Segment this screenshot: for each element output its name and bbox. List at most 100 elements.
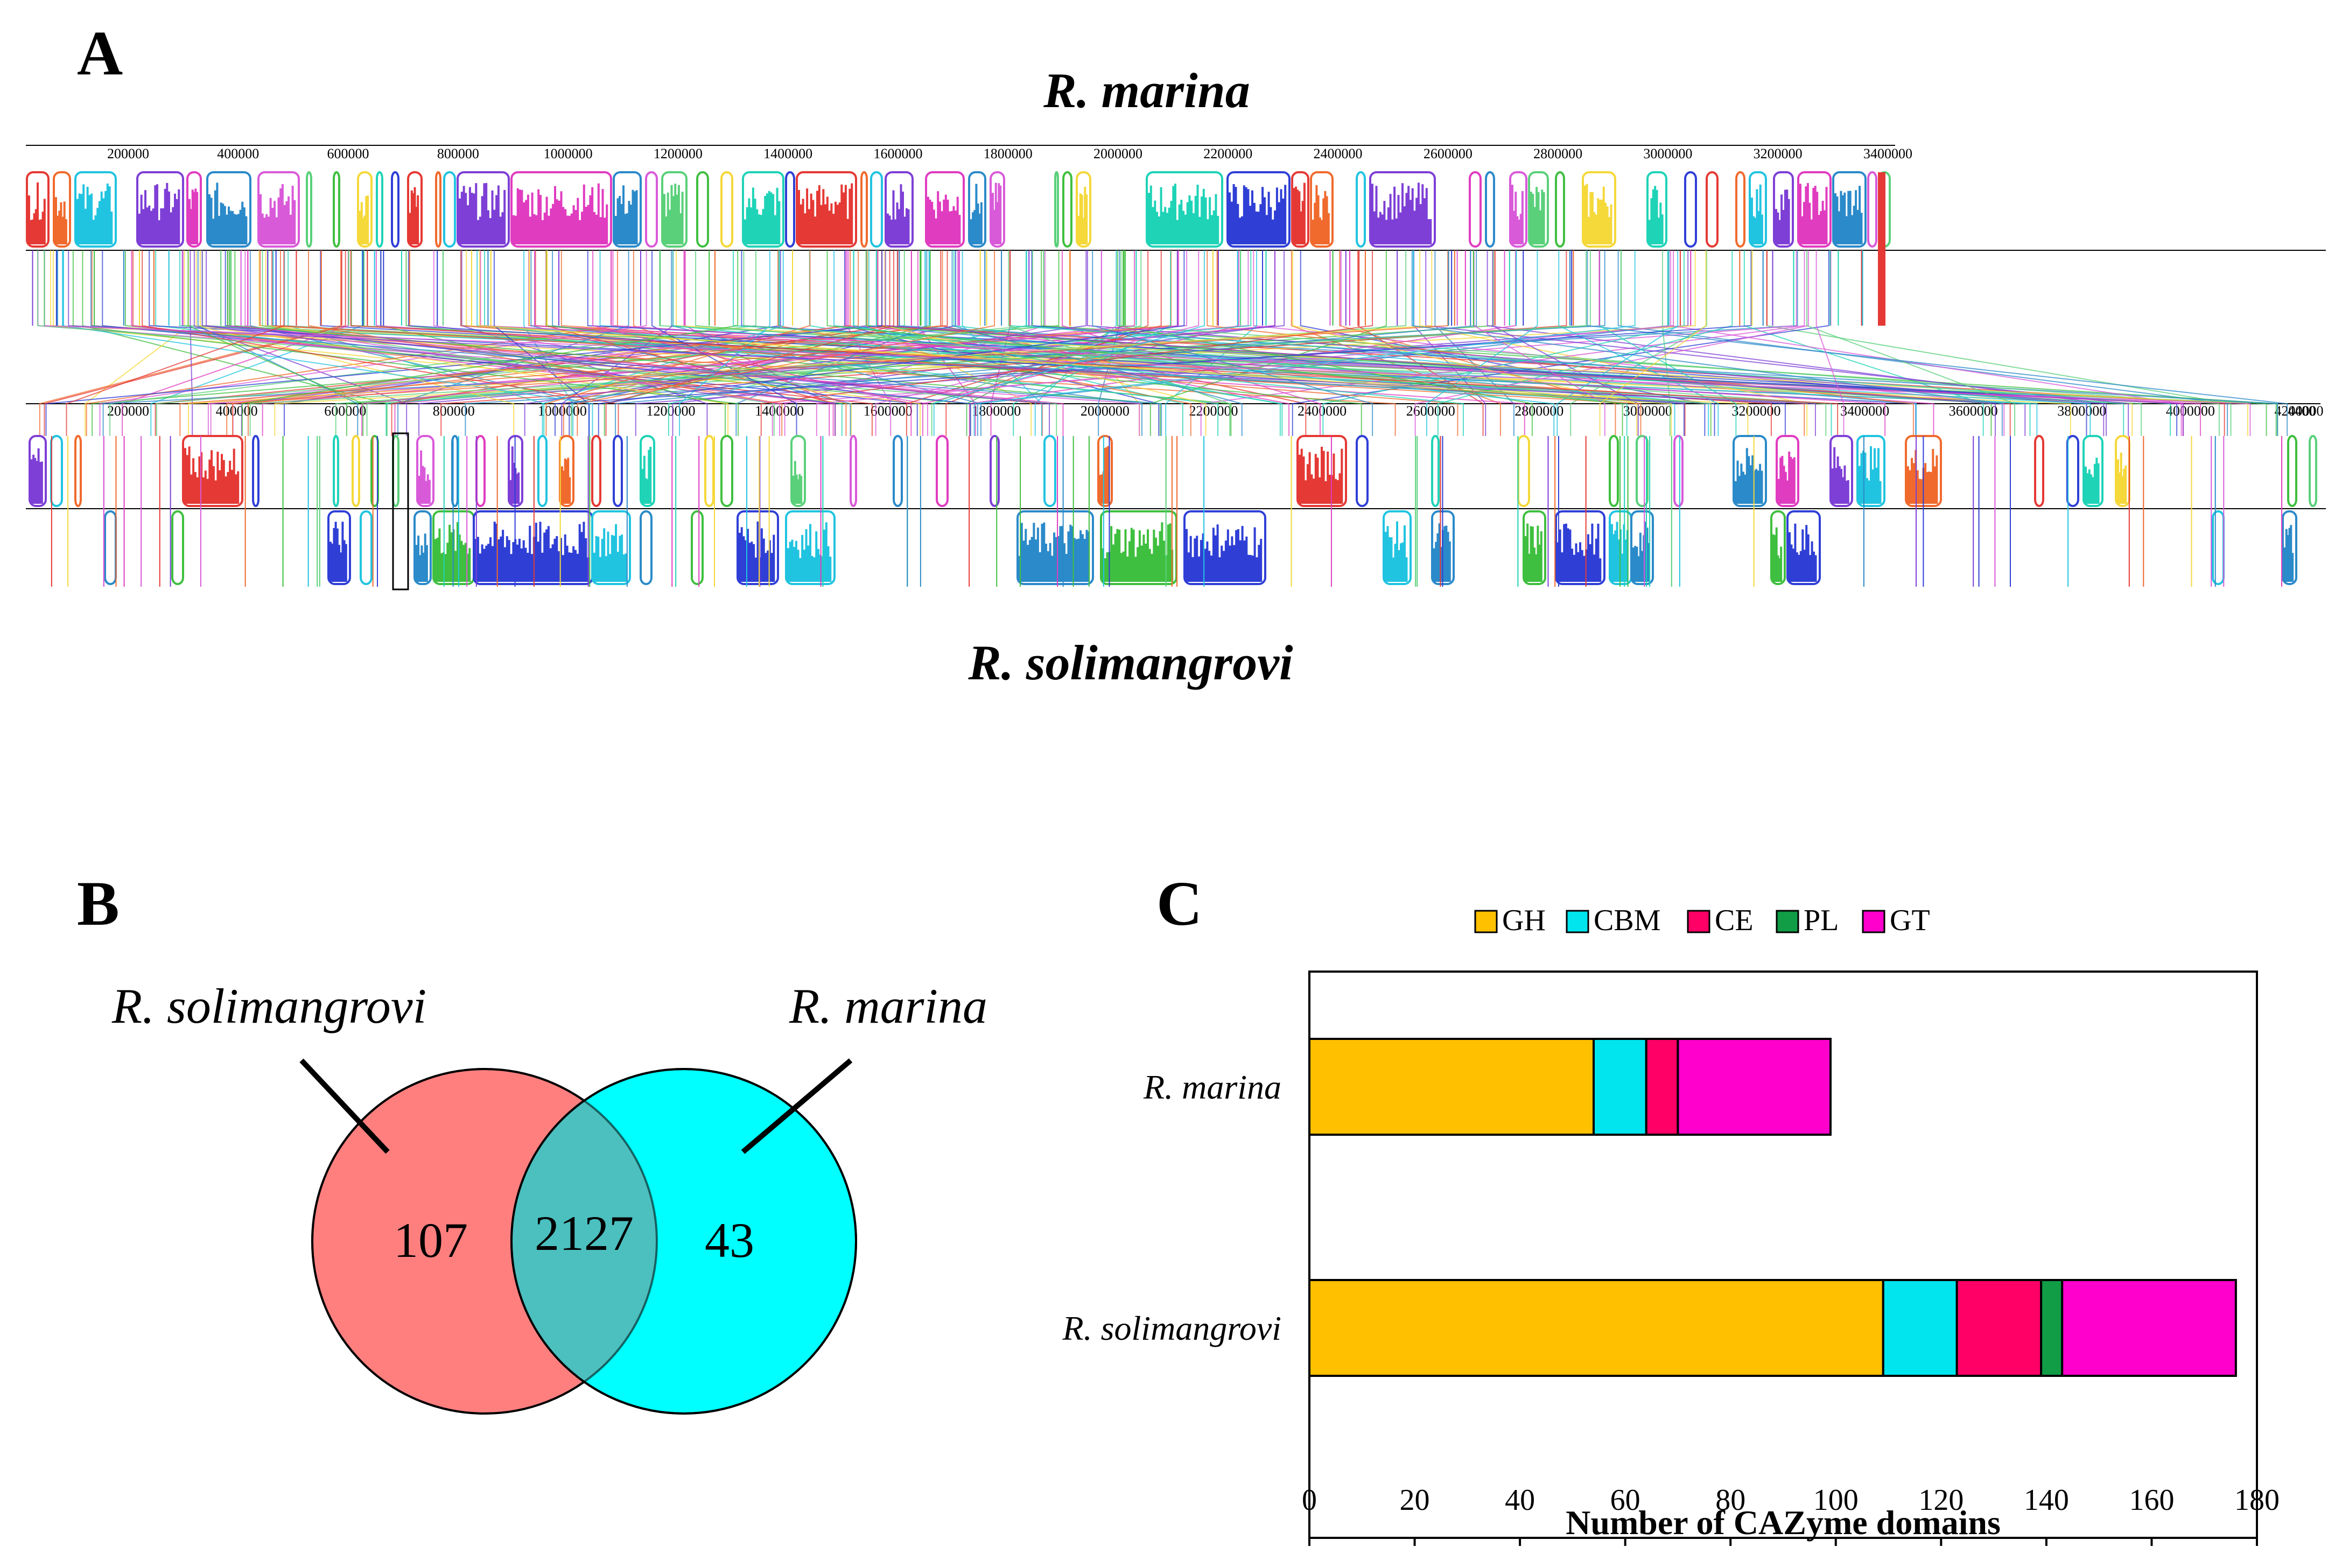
top-ruler-label: 400000 — [217, 146, 259, 161]
top-ruler-label: 2600000 — [1424, 146, 1472, 161]
synteny-connections — [37, 250, 2288, 436]
synteny-line — [350, 250, 1839, 436]
lcb-block — [613, 171, 642, 248]
lcb-block — [1291, 171, 1309, 248]
cazyme-chart-panel: GH CBM CE PL GT R. marina R. solimangrovi 0 20… — [1001, 883, 2337, 1561]
synteny-line — [1599, 250, 1707, 436]
lcb-block — [171, 510, 184, 585]
top-ruler-label: 600000 — [327, 146, 369, 161]
synteny-line — [1426, 250, 1538, 436]
venn-left-only-count: 107 — [394, 1213, 468, 1268]
synteny-line — [1253, 250, 2005, 436]
lcb-block — [352, 435, 360, 507]
lcb-block — [1630, 510, 1654, 585]
lcb-block — [186, 171, 202, 248]
bottom-ruler-label: 2600000 — [1406, 403, 1455, 419]
lcb-block — [968, 171, 986, 248]
chart-bars — [1308, 1038, 2237, 1377]
synteny-line — [288, 250, 545, 436]
synteny-line — [142, 250, 619, 436]
synteny-line — [1411, 250, 2003, 436]
lcb-block — [1043, 435, 1056, 507]
x-tick-label: 60 — [1610, 1483, 1640, 1517]
synteny-line — [1041, 250, 2277, 436]
category-label: R. marina — [1143, 1068, 1281, 1106]
lcb-block — [2066, 435, 2079, 507]
synteny-line — [906, 250, 1162, 436]
top-ruler-label: 2000000 — [1093, 146, 1142, 161]
bottom-track-lines — [51, 436, 2283, 587]
bar-segment-cbm-r-solimangrovi — [1882, 1279, 1958, 1377]
synteny-line — [408, 250, 1685, 436]
top-ruler-label: 3000000 — [1643, 146, 1692, 161]
lcb-block — [104, 510, 117, 585]
lcb-block — [1097, 435, 1113, 507]
x-tick-label: 40 — [1505, 1483, 1535, 1517]
synteny-line — [258, 250, 2071, 436]
x-axis-label: Number of CAZyme domains — [1566, 1503, 2001, 1542]
synteny-line — [465, 250, 1798, 436]
lcb-block — [252, 435, 260, 507]
synteny-line — [599, 250, 2091, 436]
lcb-block — [1016, 510, 1094, 585]
synteny-line — [188, 250, 1433, 436]
lcb-block — [407, 171, 423, 248]
legend-swatch-ce — [1687, 910, 1710, 933]
x-axis-ticks: 0 20 40 60 80 100 120 140 160 180 — [1302, 1483, 2280, 1546]
lcb-block — [860, 171, 868, 248]
synteny-line — [68, 250, 1816, 436]
lcb-block — [1749, 171, 1767, 248]
bottom-ruler-label: 600000 — [324, 403, 366, 419]
lcb-block — [1735, 171, 1745, 248]
synteny-line — [201, 250, 836, 436]
lcb-block — [1509, 171, 1527, 248]
lcb-block — [1773, 171, 1794, 248]
synteny-line — [1743, 250, 1984, 436]
top-ruler-label: 1000000 — [544, 146, 593, 161]
synteny-line — [484, 250, 1219, 436]
synteny-line — [1558, 250, 1719, 436]
synteny-line — [1092, 250, 1373, 436]
synteny-line — [933, 250, 1205, 436]
synteny-line — [1292, 250, 1638, 436]
lcb-block — [136, 171, 184, 248]
synteny-line — [207, 250, 849, 436]
bottom-ruler-label: 4000000 — [2166, 403, 2215, 419]
venn-panel: R. solimangrovi R. marina 107 2127 43 — [70, 969, 1039, 1507]
synteny-line — [671, 250, 981, 436]
venn-right-pointer — [741, 1058, 853, 1154]
venn-left-pointer — [299, 1058, 390, 1154]
top-ruler-label: 800000 — [437, 146, 479, 161]
lcb-block — [2309, 435, 2317, 507]
bottom-genome-title: R. solimangrovi — [968, 635, 1293, 690]
synteny-line — [846, 250, 892, 436]
lcb-block — [26, 171, 50, 248]
synteny-line — [86, 250, 618, 436]
x-tick-label: 180 — [2234, 1483, 2280, 1517]
bottom-ruler-label: 4400 — [2288, 403, 2316, 419]
x-tick-label: 140 — [2024, 1483, 2069, 1517]
lcb-block — [1684, 171, 1697, 248]
bar-segment-gh-r-marina — [1308, 1038, 1595, 1136]
lcb-block — [1706, 171, 1719, 248]
lcb-block — [1310, 171, 1334, 248]
lcb-block — [1431, 435, 1440, 507]
top-ruler-label: 2200000 — [1203, 146, 1252, 161]
lcb-block — [510, 171, 612, 248]
venn-left-label: R. solimangrovi — [111, 979, 426, 1033]
lcb-block — [327, 510, 351, 585]
legend-label-ce: CE — [1715, 904, 1754, 937]
synteny-line — [1556, 250, 1679, 436]
bar-segment-ce-r-marina — [1645, 1038, 1679, 1136]
synteny-line — [569, 250, 957, 436]
bottom-ruler-label: 4200000 — [2275, 403, 2324, 419]
cazyme-chart-svg: GH CBM CE PL GT R. marina R. solimangrovi 0 20… — [1062, 904, 2280, 1546]
lcb-block — [473, 510, 593, 585]
synteny-line — [1806, 250, 2016, 436]
lcb-block — [306, 171, 312, 248]
lcb-block — [357, 171, 373, 248]
lcb-block — [376, 171, 383, 248]
synteny-line — [1766, 250, 2232, 436]
bottom-ruler-label: 1600000 — [864, 403, 913, 419]
lcb-block — [790, 435, 806, 507]
